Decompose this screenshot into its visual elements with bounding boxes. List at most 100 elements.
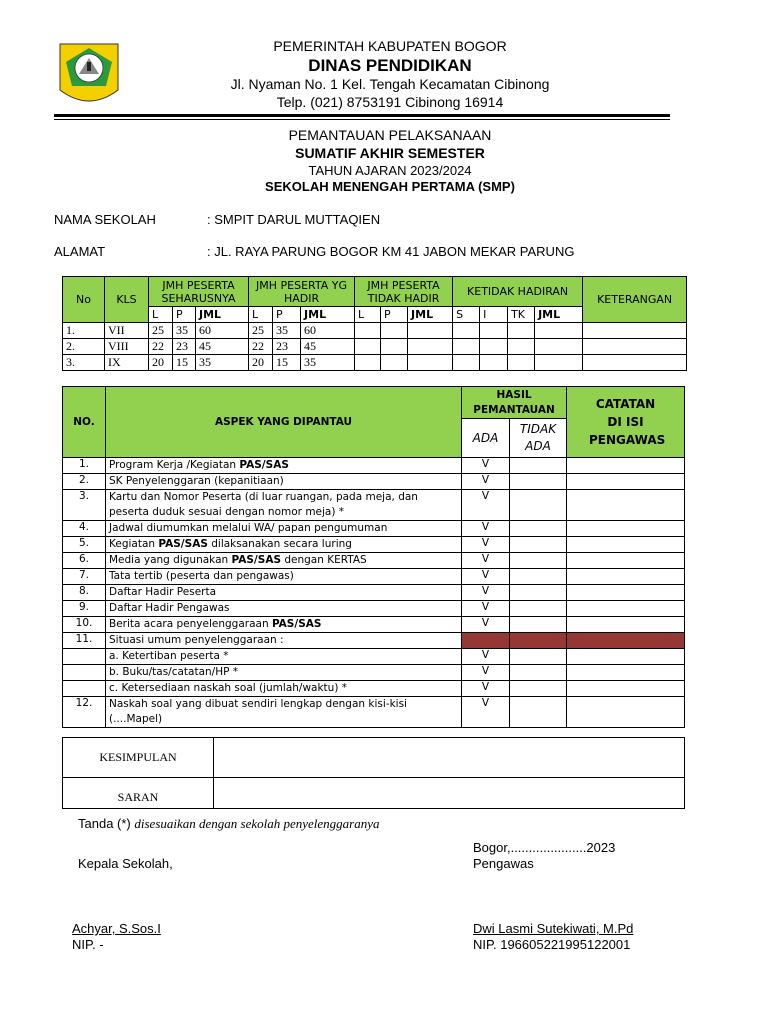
sub-jml: JML bbox=[407, 306, 454, 323]
row-catatan-field[interactable] bbox=[566, 473, 686, 490]
table-cell bbox=[380, 354, 409, 371]
sub-jml: JML bbox=[300, 306, 356, 323]
row-ada-field[interactable]: V bbox=[461, 457, 510, 474]
row-ada-field[interactable]: V bbox=[461, 489, 510, 521]
row-ada-field[interactable]: V bbox=[461, 568, 510, 585]
table-cell bbox=[507, 338, 536, 355]
table-row: 5. Kegiatan PAS/SAS dilaksanakan secara l… bbox=[62, 536, 686, 553]
saran-field[interactable] bbox=[213, 777, 685, 809]
row-tidak-ada-field[interactable] bbox=[508, 536, 568, 553]
note: Tanda (*) disesuaikan dengan sekolah pen… bbox=[78, 816, 380, 832]
sub-jml: JML bbox=[534, 306, 584, 323]
row-catatan-field[interactable] bbox=[566, 696, 686, 728]
row-catatan-field[interactable] bbox=[566, 520, 686, 537]
table-row: 3. Kartu dan Nomor Peserta (di luar ruang… bbox=[62, 489, 686, 521]
table-row: 8. Daftar Hadir Peserta V bbox=[62, 584, 686, 601]
row-tidak-ada-field[interactable] bbox=[508, 680, 568, 697]
row-ada-field[interactable]: V bbox=[461, 648, 510, 665]
sub-l: L bbox=[354, 306, 382, 323]
row-ada-field[interactable]: V bbox=[461, 536, 510, 553]
row-aspek: Media yang digunakan PAS/SAS dengan KERT… bbox=[105, 552, 462, 569]
place-date: Bogor,.....................2023 bbox=[473, 840, 616, 855]
row-tidak-ada-field[interactable] bbox=[508, 473, 568, 490]
row-number bbox=[62, 664, 106, 681]
kepala-nip: NIP. - bbox=[72, 937, 104, 952]
row-tidak-ada-field[interactable] bbox=[508, 568, 568, 585]
row-catatan-field[interactable] bbox=[566, 616, 686, 633]
row-tidak-ada-field[interactable] bbox=[508, 457, 568, 474]
row-tidak-ada-field[interactable] bbox=[508, 600, 568, 617]
table-cell bbox=[479, 354, 509, 371]
table-cell: 35 bbox=[272, 322, 302, 339]
row-ada-field[interactable]: V bbox=[461, 600, 510, 617]
row-tidak-ada-field[interactable] bbox=[508, 664, 568, 681]
sub-l: L bbox=[148, 306, 173, 323]
row-ada-field[interactable]: V bbox=[461, 680, 510, 697]
row-ada-field[interactable]: V bbox=[461, 664, 510, 681]
table-row: 2. SK Penyelenggaran (kepanitiaan) V bbox=[62, 473, 686, 490]
sub-tk: TK bbox=[507, 306, 536, 323]
row-tidak-ada-field[interactable] bbox=[508, 648, 568, 665]
header-tidak-hadir: JMH PESERTA TIDAK HADIR bbox=[354, 276, 454, 307]
row-aspek: Kegiatan PAS/SAS dilaksanakan secara lur… bbox=[105, 536, 462, 553]
row-number: 1. bbox=[62, 457, 106, 474]
row-catatan-field[interactable] bbox=[566, 600, 686, 617]
table-cell: 35 bbox=[194, 354, 250, 371]
row-number: 12. bbox=[62, 696, 106, 728]
row-catatan-field[interactable] bbox=[566, 568, 686, 585]
row-catatan-field[interactable] bbox=[566, 489, 686, 521]
sub-jml: JML bbox=[194, 306, 250, 323]
table-cell: 23 bbox=[172, 338, 196, 355]
table-row: 2. VIII 22 23 45 22 23 45 bbox=[62, 338, 688, 355]
row-catatan-field[interactable] bbox=[566, 536, 686, 553]
table-cell: 35 bbox=[300, 354, 356, 371]
row-ada-field[interactable]: V bbox=[461, 473, 510, 490]
row-tidak-ada-field[interactable] bbox=[508, 696, 568, 728]
header-no: NO. bbox=[62, 386, 106, 458]
table-cell: 25 bbox=[248, 322, 274, 339]
row-ada-field[interactable] bbox=[461, 632, 510, 649]
row-catatan-field[interactable] bbox=[566, 680, 686, 697]
row-number: 7. bbox=[62, 568, 106, 585]
row-number: 11. bbox=[62, 632, 106, 649]
table-row: 12. Naskah soal yang dibuat sendiri lengk… bbox=[62, 696, 686, 728]
table-cell: VIII bbox=[104, 338, 149, 355]
row-catatan-field[interactable] bbox=[566, 664, 686, 681]
kesimpulan-label: KESIMPULAN bbox=[62, 737, 214, 778]
row-tidak-ada-field[interactable] bbox=[508, 632, 568, 649]
header-tidak-ada: TIDAK ADA bbox=[508, 418, 568, 458]
row-tidak-ada-field[interactable] bbox=[508, 584, 568, 601]
row-catatan-field[interactable] bbox=[566, 457, 686, 474]
header-divider-thin bbox=[54, 119, 670, 120]
row-number: 4. bbox=[62, 520, 106, 537]
header-catatan: CATATAN DI ISI PENGAWAS bbox=[566, 386, 686, 458]
row-ada-field[interactable]: V bbox=[461, 696, 510, 728]
row-tidak-ada-field[interactable] bbox=[508, 616, 568, 633]
note-mark: Tanda (*) bbox=[78, 816, 135, 831]
sub-s: S bbox=[452, 306, 481, 323]
title-line4: SEKOLAH MENENGAH PERTAMA (SMP) bbox=[265, 179, 515, 194]
sub-p: P bbox=[272, 306, 302, 323]
row-tidak-ada-field[interactable] bbox=[508, 552, 568, 569]
row-aspek: Kartu dan Nomor Peserta (di luar ruangan… bbox=[105, 489, 462, 521]
header-ada: ADA bbox=[461, 418, 510, 458]
table-row: 11. Situasi umum penyelenggaraan : bbox=[62, 632, 686, 649]
row-catatan-field[interactable] bbox=[566, 632, 686, 649]
row-ada-field[interactable]: V bbox=[461, 584, 510, 601]
row-catatan-field[interactable] bbox=[566, 584, 686, 601]
header-kls: KLS bbox=[104, 276, 149, 323]
row-tidak-ada-field[interactable] bbox=[508, 520, 568, 537]
row-aspek: a. Ketertiban peserta * bbox=[105, 648, 462, 665]
header-hasil: HASIL PEMANTAUAN bbox=[460, 386, 568, 419]
row-tidak-ada-field[interactable] bbox=[508, 489, 568, 521]
conclusion-table: KESIMPULAN SARAN bbox=[62, 737, 685, 809]
kesimpulan-field[interactable] bbox=[213, 737, 685, 778]
row-ada-field[interactable]: V bbox=[461, 520, 510, 537]
row-number: 2. bbox=[62, 473, 106, 490]
row-ada-field[interactable]: V bbox=[461, 552, 510, 569]
row-catatan-field[interactable] bbox=[566, 648, 686, 665]
school-name-value: : SMPIT DARUL MUTTAQIEN bbox=[207, 212, 381, 227]
table-cell: 20 bbox=[148, 354, 173, 371]
row-ada-field[interactable]: V bbox=[461, 616, 510, 633]
row-catatan-field[interactable] bbox=[566, 552, 686, 569]
